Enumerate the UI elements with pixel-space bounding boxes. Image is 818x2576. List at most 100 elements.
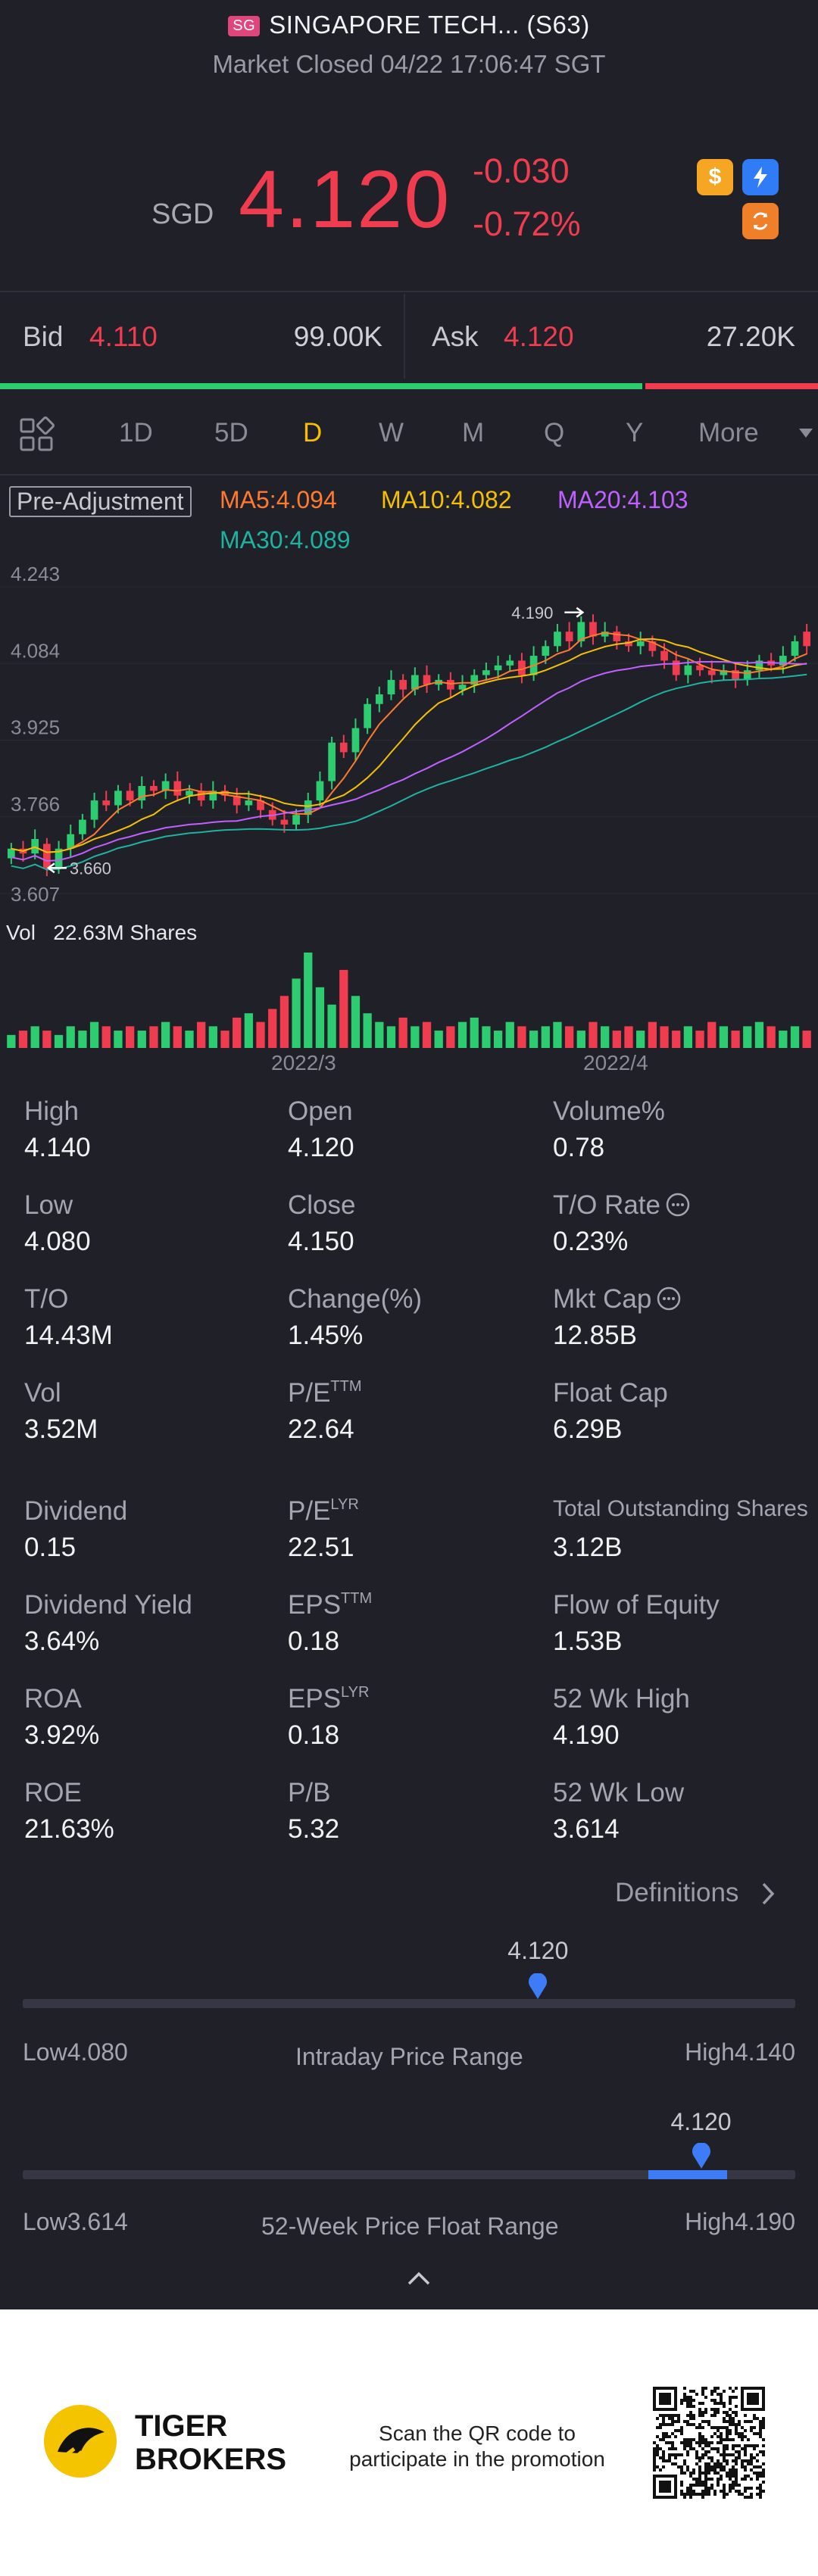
volume-bar xyxy=(482,1026,491,1048)
promo-footer: TIGER BROKERS Scan the QR code to partic… xyxy=(0,2309,818,2576)
stat-value: 6.29B xyxy=(553,1414,623,1444)
candle-body xyxy=(755,660,763,671)
volume-bar xyxy=(601,1026,610,1048)
volume-bar xyxy=(505,1021,514,1048)
stock-title: SINGAPORE TECH... (S63) xyxy=(269,11,590,39)
tab-d[interactable]: D xyxy=(303,418,323,448)
candle-body xyxy=(672,660,680,675)
stat-label: EPSTTM xyxy=(288,1590,373,1620)
candle-body xyxy=(316,781,324,801)
candlestick-chart[interactable]: 4.243 4.084 3.925 3.766 3.607 4.190 3.660 xyxy=(0,560,818,916)
stat-label: P/ETTM xyxy=(288,1378,362,1408)
volume-bar xyxy=(315,987,325,1048)
volume-bar xyxy=(576,1031,585,1048)
candle-body xyxy=(209,791,217,801)
candle-body xyxy=(102,800,111,806)
stat-value: 0.78 xyxy=(553,1133,605,1162)
refresh-icon[interactable] xyxy=(742,203,779,239)
tab-w[interactable]: W xyxy=(379,418,404,448)
candle-body xyxy=(43,844,51,869)
tab-q[interactable]: Q xyxy=(544,418,565,448)
chevron-down-icon[interactable] xyxy=(799,429,813,438)
candle-body xyxy=(447,679,454,690)
definitions-link[interactable]: Definitions xyxy=(615,1878,739,1907)
candle-body xyxy=(684,665,692,675)
market-badge: SG xyxy=(228,16,261,36)
stat-label[interactable]: T/O Rate xyxy=(553,1190,691,1221)
price-change: -0.030 xyxy=(473,151,570,190)
layout-grid-icon[interactable] xyxy=(18,415,56,457)
bid-label: Bid xyxy=(23,321,64,352)
candle-body xyxy=(494,665,502,671)
bid-ratio-fill xyxy=(0,383,642,389)
volume-bar xyxy=(375,1021,384,1048)
promo-line2: participate in the promotion xyxy=(349,2447,605,2471)
candle-body xyxy=(67,834,75,849)
chevron-right-icon[interactable] xyxy=(759,1881,777,1910)
dollar-icon[interactable]: $ xyxy=(697,159,733,195)
tab-y[interactable]: Y xyxy=(626,418,644,448)
stat-label: Total Outstanding Shares xyxy=(553,1496,808,1521)
info-dots-icon[interactable] xyxy=(660,1190,691,1220)
volume-bar xyxy=(208,1026,217,1048)
volume-bar xyxy=(398,1017,407,1048)
volume-bar xyxy=(185,1031,194,1048)
stat-label: 52 Wk Low xyxy=(553,1778,685,1807)
candle-body xyxy=(138,785,146,801)
promo-line1: Scan the QR code to xyxy=(379,2422,576,2445)
candle-body xyxy=(743,670,751,680)
candle-body xyxy=(31,839,39,854)
volume-bar xyxy=(422,1021,432,1048)
stat-value: 21.63% xyxy=(24,1814,114,1844)
volume-bar xyxy=(612,1031,621,1048)
volume-bar xyxy=(54,1034,64,1048)
candle-body xyxy=(554,632,561,647)
pre-adjustment-toggle[interactable]: Pre-Adjustment xyxy=(9,486,192,517)
candle-body xyxy=(482,670,490,675)
candle-body xyxy=(364,703,371,728)
qr-code[interactable] xyxy=(653,2387,765,2499)
stat-label: 52 Wk High xyxy=(553,1684,690,1714)
tab-1d[interactable]: 1D xyxy=(119,418,153,448)
stat-label: Volume% xyxy=(553,1096,665,1126)
stat-label: Dividend Yield xyxy=(24,1590,192,1620)
candle-body xyxy=(423,675,431,685)
candle-body xyxy=(55,848,63,869)
volume-bar xyxy=(624,1026,633,1048)
stat-value: 22.51 xyxy=(288,1533,354,1562)
intraday-title: Intraday Price Range xyxy=(295,2043,523,2070)
chevron-up-icon[interactable] xyxy=(406,2270,432,2291)
stat-label: EPSLYR xyxy=(288,1684,370,1714)
lightning-l1-icon[interactable] xyxy=(742,159,779,195)
week52-low: Low3.614 xyxy=(23,2208,128,2235)
tiger-logo-icon xyxy=(44,2405,117,2478)
stat-value: 1.53B xyxy=(553,1626,623,1656)
candle-body xyxy=(613,632,621,641)
volume-bar xyxy=(719,1026,729,1048)
stat-label: Float Cap xyxy=(553,1378,668,1408)
tab-m[interactable]: M xyxy=(462,418,485,448)
volume-bar xyxy=(743,1026,752,1048)
volume-bar xyxy=(327,1004,336,1048)
week52-title: 52-Week Price Float Range xyxy=(261,2213,559,2240)
tab-5d[interactable]: 5D xyxy=(214,418,248,448)
candle-body xyxy=(186,791,193,796)
ma-line xyxy=(11,661,807,862)
volume-bar xyxy=(363,1013,372,1048)
candle-body xyxy=(245,800,253,806)
currency-label: SGD xyxy=(151,198,214,230)
stat-value: 0.18 xyxy=(288,1720,340,1750)
stat-value: 3.64% xyxy=(24,1626,100,1656)
tab-more[interactable]: More xyxy=(698,418,759,448)
volume-bar xyxy=(386,1026,396,1048)
volume-bar xyxy=(220,1031,229,1048)
stat-label[interactable]: Mkt Cap xyxy=(553,1284,682,1315)
candle-body xyxy=(328,742,336,781)
stat-value: 1.45% xyxy=(288,1321,364,1350)
volume-bar xyxy=(660,1026,669,1048)
candle-body xyxy=(542,646,550,656)
info-dots-icon[interactable] xyxy=(651,1284,682,1314)
ask-ratio-fill xyxy=(645,383,818,389)
volume-chart[interactable] xyxy=(0,947,818,1049)
y-tick-label: 3.925 xyxy=(11,716,60,739)
